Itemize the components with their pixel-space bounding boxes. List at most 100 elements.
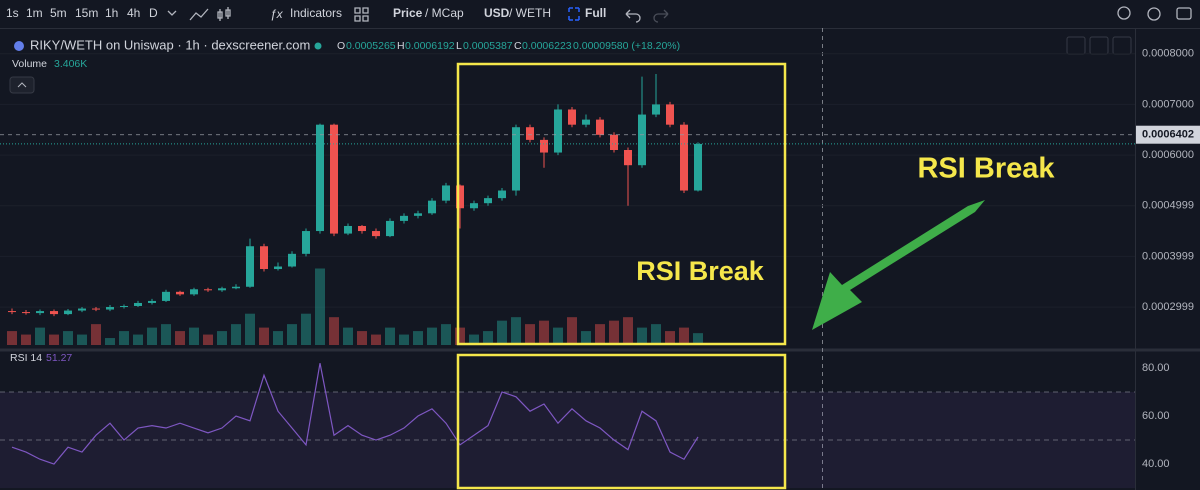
volume-bar <box>35 327 45 345</box>
candle-body <box>232 286 240 289</box>
volume-bar <box>315 268 325 345</box>
crosshair-label-box <box>1136 125 1200 144</box>
candle-body <box>288 253 296 267</box>
volume-bar <box>385 327 395 345</box>
chart-title: RIKY/WETH on Uniswap · 1h · dexscreener.… <box>30 37 310 52</box>
candle-body <box>372 231 380 237</box>
full-button[interactable]: Full <box>585 6 606 20</box>
layout-icon[interactable] <box>354 7 369 22</box>
candle-body <box>386 220 394 237</box>
chart-marks <box>0 53 1135 489</box>
indicators-button[interactable]: Indicators <box>290 6 342 20</box>
price-toggle[interactable]: Price <box>393 6 423 20</box>
candle-body <box>624 150 632 166</box>
volume-bar <box>63 331 73 345</box>
candle-body <box>498 190 506 199</box>
usd-toggle[interactable]: USD <box>484 6 510 20</box>
volume-bar <box>189 327 199 345</box>
volume-bar <box>511 317 521 345</box>
camera-icon[interactable] <box>1176 7 1192 20</box>
volume-bar <box>105 338 115 345</box>
volume-bar <box>581 331 591 345</box>
candle-body <box>176 291 184 295</box>
settings-icon[interactable] <box>1147 7 1161 21</box>
collapse-button[interactable] <box>9 76 35 94</box>
volume-bar <box>427 327 437 345</box>
candle-body <box>596 119 604 135</box>
volume-bar <box>231 324 241 345</box>
candle-body <box>666 104 674 125</box>
timeframe-button[interactable]: 1s <box>6 6 19 20</box>
volume-bar <box>329 317 339 345</box>
timeframe-button[interactable]: 1m <box>26 6 43 20</box>
volume-bar <box>77 334 87 345</box>
volume-bar <box>497 320 507 345</box>
candle-body <box>456 185 464 209</box>
timeframe-button[interactable]: 5m <box>50 6 67 20</box>
volume-bar <box>595 324 605 345</box>
volume-bar <box>147 327 157 345</box>
volume-bar <box>161 324 171 345</box>
volume-bar <box>441 324 451 345</box>
volume-bar <box>483 331 493 345</box>
volume-bar <box>609 320 619 345</box>
candle-body <box>246 246 254 287</box>
token-icon <box>14 41 24 51</box>
volume-bar <box>21 334 31 345</box>
volume-bar <box>525 324 535 345</box>
candle-body <box>540 139 548 153</box>
rsi-tick-label: 60.00 <box>1142 410 1170 422</box>
candle-body <box>344 225 352 234</box>
mcap-toggle[interactable]: / MCap <box>425 6 464 20</box>
candle-icon[interactable] <box>217 7 231 21</box>
timeframe-button[interactable]: D <box>149 6 158 20</box>
rsi-value: 51.27 <box>46 352 72 364</box>
volume-bar <box>245 313 255 345</box>
fx-icon[interactable]: ƒx <box>270 7 284 21</box>
annotation: RSI Break <box>917 153 1055 185</box>
candle-body <box>134 302 142 307</box>
candle-body <box>652 104 660 115</box>
candle-body <box>8 311 16 313</box>
volume-bar <box>665 331 675 345</box>
volume-bar <box>623 317 633 345</box>
chevron-icon[interactable] <box>167 10 177 16</box>
candle-body <box>302 231 310 254</box>
candle-body <box>190 289 198 295</box>
highlight-box <box>456 62 787 346</box>
volume-bar <box>273 331 283 345</box>
collapse-icon[interactable] <box>17 82 27 88</box>
candle-body <box>582 119 590 125</box>
y-tick-label: 0.0007000 <box>1142 98 1194 110</box>
search-icon[interactable] <box>1117 6 1131 20</box>
rsi-tick-label: 80.00 <box>1142 362 1170 374</box>
timeframe-button[interactable]: 15m <box>75 6 98 20</box>
candle-body <box>120 306 128 308</box>
candle-body <box>218 288 226 291</box>
candle-body <box>36 311 44 314</box>
volume-bar <box>119 331 129 345</box>
volume-bar <box>287 324 297 345</box>
volume-bar <box>469 334 479 345</box>
timeframe-button[interactable]: 1h <box>105 6 118 20</box>
volume-bar <box>259 327 269 345</box>
timeframe-button[interactable]: 4h <box>127 6 140 20</box>
volume-bar <box>567 317 577 345</box>
ohlc-key: L <box>456 40 462 52</box>
weth-toggle[interactable]: / WETH <box>509 6 551 20</box>
volume-bar <box>679 327 689 345</box>
undo-icon[interactable] <box>625 9 641 23</box>
candle-body <box>92 308 100 310</box>
volume-bar <box>301 313 311 345</box>
chart: RIKY/WETH on Uniswap · 1h · dexscreener.… <box>0 28 1200 490</box>
redo-icon[interactable] <box>653 9 669 23</box>
candle-body <box>428 200 436 214</box>
status-dot <box>314 42 322 50</box>
rsi-tick-label: 40.00 <box>1142 458 1170 470</box>
candle-body <box>414 213 422 216</box>
arrow <box>812 200 985 330</box>
line-chart-icon[interactable] <box>189 8 209 21</box>
ohlc-key: C <box>514 40 522 52</box>
rsi-label: RSI 14 <box>10 352 42 364</box>
fullscreen-icon[interactable] <box>568 7 580 21</box>
